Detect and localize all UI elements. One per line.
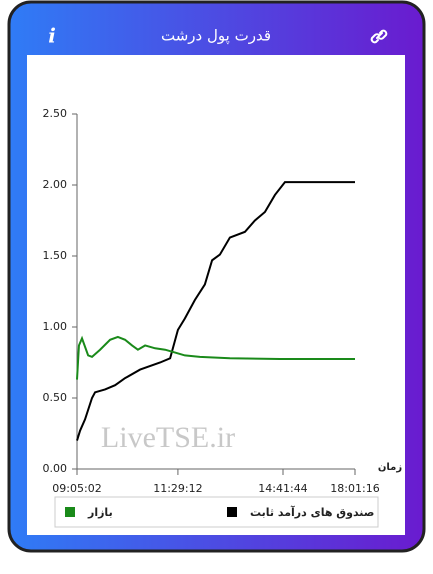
x-axis-label: زمان — [378, 462, 402, 473]
info-icon[interactable]: i — [48, 24, 56, 48]
series-line — [76, 181, 355, 441]
legend-label: بازار — [87, 506, 113, 519]
legend-swatch — [65, 507, 75, 517]
legend-swatch — [227, 507, 237, 517]
header-title: قدرت پول درشت — [161, 27, 271, 46]
x-tick-label: 09:05:02 — [52, 482, 101, 495]
legend-label: صندوق های درآمد ثابت — [250, 505, 374, 519]
series-line — [76, 335, 355, 380]
legend-box — [54, 496, 379, 528]
watermark: LiveTSE.ir — [101, 421, 235, 454]
y-tick-label: 2.50 — [43, 107, 68, 120]
x-tick-label: 14:41:44 — [258, 482, 307, 495]
y-tick-label: 1.00 — [43, 320, 68, 333]
link-icon[interactable] — [370, 29, 388, 44]
y-tick-label: 2.00 — [43, 178, 68, 191]
y-tick-label: 0.00 — [43, 462, 68, 475]
panel — [27, 55, 405, 535]
x-tick-label: 18:01:16 — [330, 482, 379, 495]
y-tick-label: 1.50 — [43, 249, 68, 262]
y-tick-label: 0.50 — [43, 391, 68, 404]
x-tick-label: 11:29:12 — [153, 482, 202, 495]
